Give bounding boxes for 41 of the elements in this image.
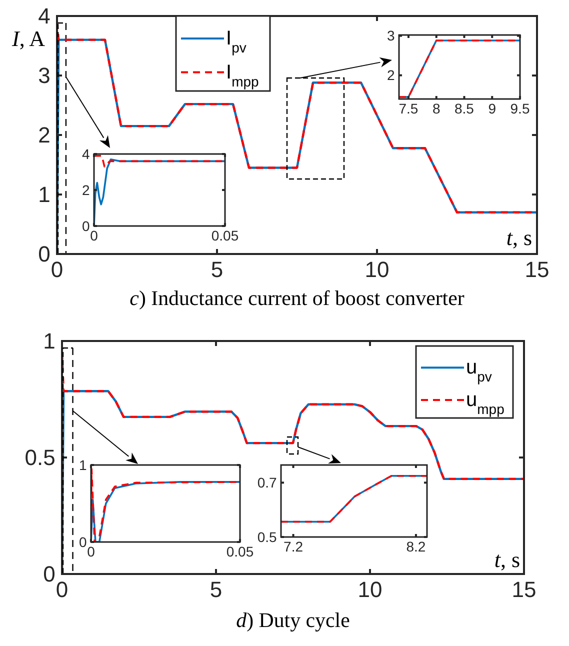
- y-tick-label: 0.5: [24, 445, 56, 470]
- legend-label: I$_{pv}$: [226, 28, 246, 56]
- y-tick-label: 1: [43, 328, 56, 354]
- text: c) Inductance current of boost converter: [130, 286, 464, 310]
- x-tick-label: 5: [210, 577, 222, 602]
- y-tick-label: 0.7: [257, 474, 278, 491]
- text: d) Duty cycle: [236, 608, 350, 632]
- line-series: [91, 481, 240, 542]
- legend-label: u$_{mpp}$: [466, 389, 505, 417]
- x-tick-label: 0.05: [211, 228, 239, 244]
- x-tick-label: 10: [364, 257, 390, 282]
- y-tick-label: 1: [79, 456, 88, 473]
- y-tick-label: 1: [38, 182, 50, 208]
- x-tick-label: 7.2: [284, 538, 304, 555]
- x-tick-label: 0.05: [226, 544, 254, 560]
- y-tick-label: 4: [82, 146, 90, 162]
- y-tick-label: 0: [82, 218, 90, 234]
- x-axis-title: t, s: [506, 225, 532, 250]
- x-tick-label: 15: [524, 257, 550, 282]
- y-tick-label: 3: [38, 63, 50, 88]
- x-tick-label: 8.2: [406, 538, 426, 555]
- legend-label: u$_{pv}$: [466, 356, 492, 385]
- y-tick-label: 0.5: [257, 528, 278, 545]
- x-tick-label: 9.5: [510, 100, 530, 117]
- x-tick-label: 5: [210, 257, 224, 282]
- x-tick-label: 15: [512, 577, 536, 602]
- x-tick-label: 10: [358, 577, 382, 602]
- x-tick-label: 8.5: [454, 100, 474, 117]
- x-tick-label: 7.5: [398, 100, 418, 117]
- y-tick-label: 2: [82, 182, 90, 198]
- y-tick-label: 2: [387, 67, 396, 84]
- y-tick-label: 2: [38, 122, 50, 148]
- y-tick-label: 4: [38, 4, 50, 29]
- y-axis-title: I, A: [11, 26, 46, 51]
- y-tick-label: 0: [43, 562, 56, 587]
- legend-label: I$_{mpp}$: [226, 61, 260, 90]
- y-tick-label: 3: [387, 28, 396, 44]
- x-tick-label: 9: [488, 100, 496, 117]
- x-axis-title: t, s: [494, 547, 520, 572]
- line-series: [281, 474, 427, 523]
- x-tick-label: 8: [432, 100, 440, 117]
